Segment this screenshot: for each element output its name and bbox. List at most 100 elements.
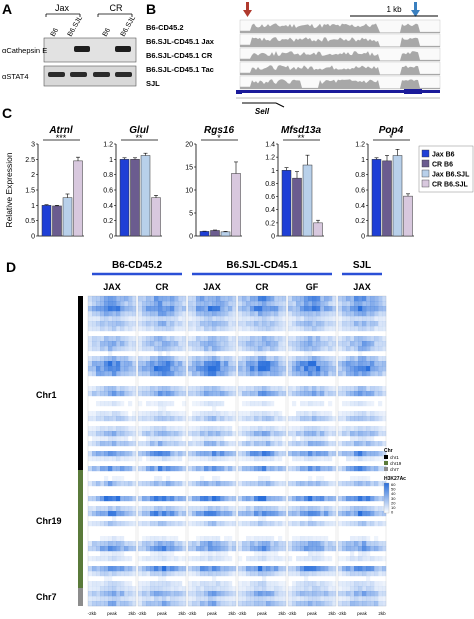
y-tick-label: 1.2 xyxy=(265,155,275,162)
heatmap-cell xyxy=(312,441,317,447)
significance-mark: ** xyxy=(135,133,143,143)
heatmap-cell xyxy=(346,481,351,487)
y-tick-label: 0.4 xyxy=(355,203,365,210)
heatmap-cell xyxy=(96,481,101,487)
heatmap-cell xyxy=(112,366,117,372)
heatmap-cell xyxy=(142,426,147,432)
heatmap-cell xyxy=(228,556,233,562)
heatmap-cell xyxy=(296,571,301,577)
heatmap-cell xyxy=(166,296,171,302)
heatmap-cell xyxy=(96,601,101,607)
heatmap-cell xyxy=(200,321,205,327)
heatmap-cell xyxy=(208,551,213,557)
heatmap-cell xyxy=(158,541,163,547)
heatmap-cell xyxy=(220,441,225,447)
heatmap-cell xyxy=(320,366,325,372)
heatmap-cell xyxy=(178,506,183,512)
heatmap-cell xyxy=(362,426,367,432)
heatmap-cell xyxy=(162,311,167,317)
heatmap-cell xyxy=(258,476,263,482)
heatmap-cell xyxy=(154,321,159,327)
heatmap-cell xyxy=(120,386,125,392)
heatmap-cell xyxy=(224,371,229,377)
heatmap-cell xyxy=(100,361,105,367)
heatmap-cell xyxy=(332,601,337,607)
heatmap-cell xyxy=(258,296,263,302)
bar xyxy=(151,197,161,237)
heatmap-cell xyxy=(174,426,179,432)
heatmap-cell xyxy=(374,596,379,602)
heatmap-cell xyxy=(266,321,271,327)
heatmap-cell xyxy=(312,511,317,517)
heatmap-cell xyxy=(182,411,187,417)
heatmap-cell xyxy=(170,546,175,552)
heatmap-cell xyxy=(112,441,117,447)
heatmap-cell xyxy=(274,581,279,587)
heatmap-cell xyxy=(158,336,163,342)
heatmap-cell xyxy=(228,301,233,307)
heatmap-cell xyxy=(178,521,183,527)
legend-swatch xyxy=(421,179,430,188)
heatmap-cell xyxy=(116,391,121,397)
heatmap-cell xyxy=(104,391,109,397)
heatmap-cell xyxy=(304,546,309,552)
heatmap-cell xyxy=(224,301,229,307)
heatmap-cell xyxy=(358,306,363,312)
heatmap-cell xyxy=(308,466,313,472)
panel-a-letter: A xyxy=(2,1,12,17)
heatmap-cell xyxy=(196,536,201,542)
heatmap-cell xyxy=(174,601,179,607)
heatmap-cell xyxy=(138,586,143,592)
y-tick-label: 0.8 xyxy=(355,172,365,179)
heatmap-cell xyxy=(254,481,259,487)
heatmap-cell xyxy=(88,306,93,312)
heatmap-cell xyxy=(254,511,259,517)
heatmap-cell xyxy=(304,301,309,307)
bar xyxy=(403,195,413,237)
heatmap-cell xyxy=(96,456,101,462)
heatmap-cell xyxy=(374,571,379,577)
heatmap-cell xyxy=(170,316,175,322)
heatmap-cell xyxy=(142,416,147,422)
heatmap-cell xyxy=(138,571,143,577)
heatmap-cell xyxy=(374,306,379,312)
heatmap-cell xyxy=(112,391,117,397)
heatmap-cell xyxy=(154,441,159,447)
heatmap-cell xyxy=(382,511,387,517)
heatmap-cell xyxy=(324,521,329,527)
heatmap-cell xyxy=(242,601,247,607)
heatmap-cell xyxy=(382,521,387,527)
heatmap-cell xyxy=(154,556,159,562)
heatmap-cell xyxy=(200,341,205,347)
heatmap-cell xyxy=(370,541,375,547)
heatmap-cell xyxy=(270,426,275,432)
heatmap-cell xyxy=(250,506,255,512)
heatmap-cell xyxy=(312,536,317,542)
heatmap-cell xyxy=(112,401,117,407)
heatmap-cell xyxy=(162,346,167,352)
heatmap-cell xyxy=(92,386,97,392)
heatmap-cell xyxy=(188,341,193,347)
heatmap-cell xyxy=(274,596,279,602)
heatmap-cell xyxy=(378,411,383,417)
heatmap-cell xyxy=(208,566,213,572)
heatmap-cell xyxy=(96,401,101,407)
heatmap-cell xyxy=(196,601,201,607)
heatmap-cell xyxy=(370,571,375,577)
heatmap-cell xyxy=(354,386,359,392)
heatmap-cell xyxy=(158,296,163,302)
heatmap-cell xyxy=(354,426,359,432)
chart-title: Atrnl xyxy=(48,125,73,136)
heatmap-cell xyxy=(362,551,367,557)
heatmap-cell xyxy=(262,311,267,317)
heatmap-cell xyxy=(316,456,321,462)
heatmap-cell xyxy=(216,596,221,602)
heatmap-cell xyxy=(246,301,251,307)
heatmap-cell xyxy=(350,426,355,432)
heatmap-cell xyxy=(116,511,121,517)
heatmap-cell xyxy=(370,326,375,332)
heatmap-cell xyxy=(328,371,333,377)
heatmap-cell xyxy=(162,316,167,322)
heatmap-cell xyxy=(116,541,121,547)
heatmap-cell xyxy=(274,301,279,307)
